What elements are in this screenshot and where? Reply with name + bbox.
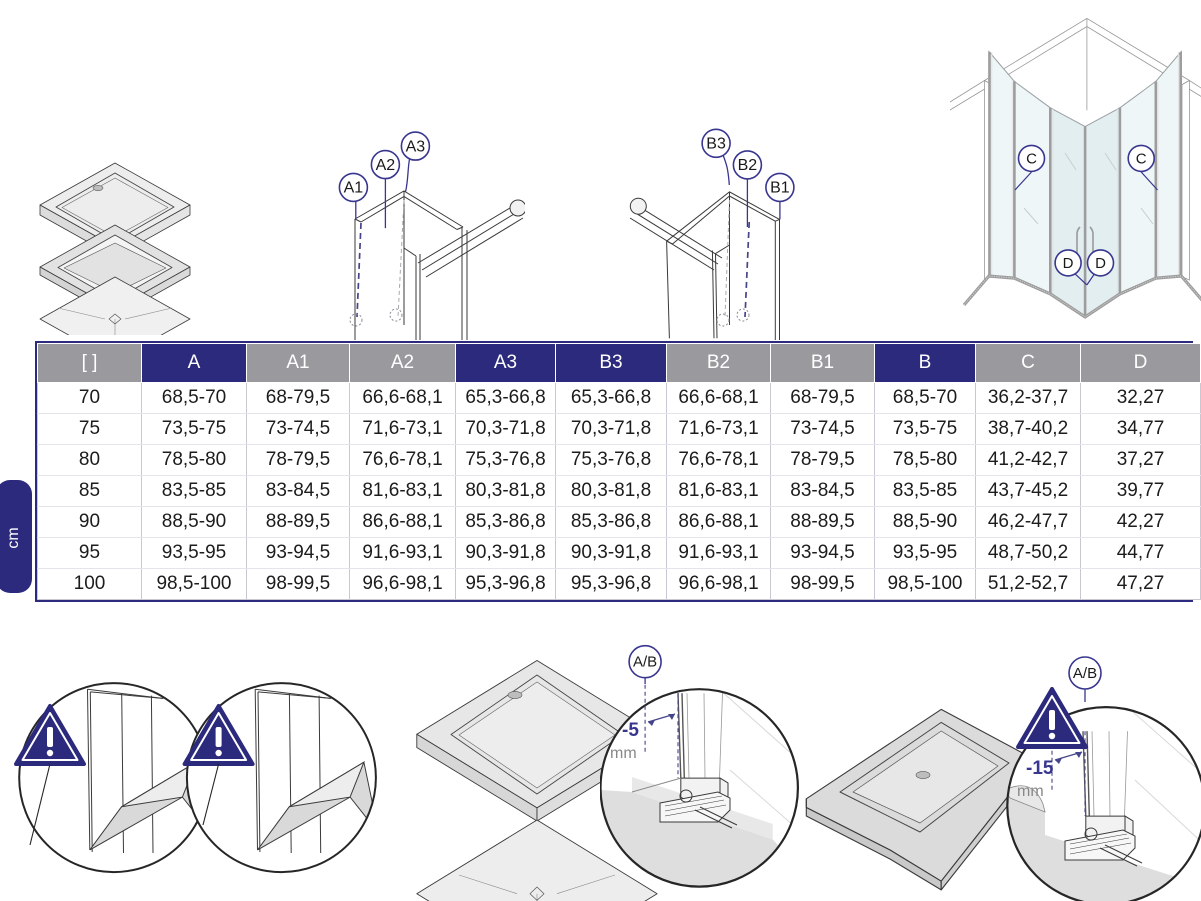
svg-text:C: C [1136, 150, 1147, 167]
svg-text:A/B: A/B [633, 654, 657, 671]
svg-text:A/B: A/B [1073, 665, 1097, 682]
svg-text:D: D [1095, 255, 1106, 272]
svg-text:mm: mm [610, 745, 637, 762]
svg-text:C: C [1026, 150, 1037, 167]
svg-text:-15: -15 [1026, 758, 1054, 779]
svg-text:B2: B2 [738, 157, 758, 174]
svg-text:A3: A3 [406, 138, 426, 155]
svg-text:cm: cm [5, 527, 22, 548]
svg-text:-5: -5 [622, 720, 639, 741]
svg-text:A1: A1 [344, 180, 364, 197]
svg-text:D: D [1063, 255, 1074, 272]
svg-text:B1: B1 [770, 180, 790, 197]
svg-text:mm: mm [1017, 783, 1044, 800]
svg-text:A2: A2 [376, 157, 396, 174]
svg-text:B3: B3 [706, 136, 726, 153]
